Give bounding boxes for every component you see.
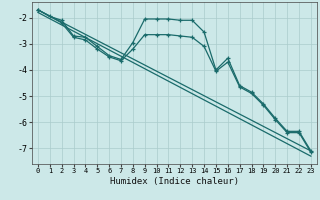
X-axis label: Humidex (Indice chaleur): Humidex (Indice chaleur) xyxy=(110,177,239,186)
